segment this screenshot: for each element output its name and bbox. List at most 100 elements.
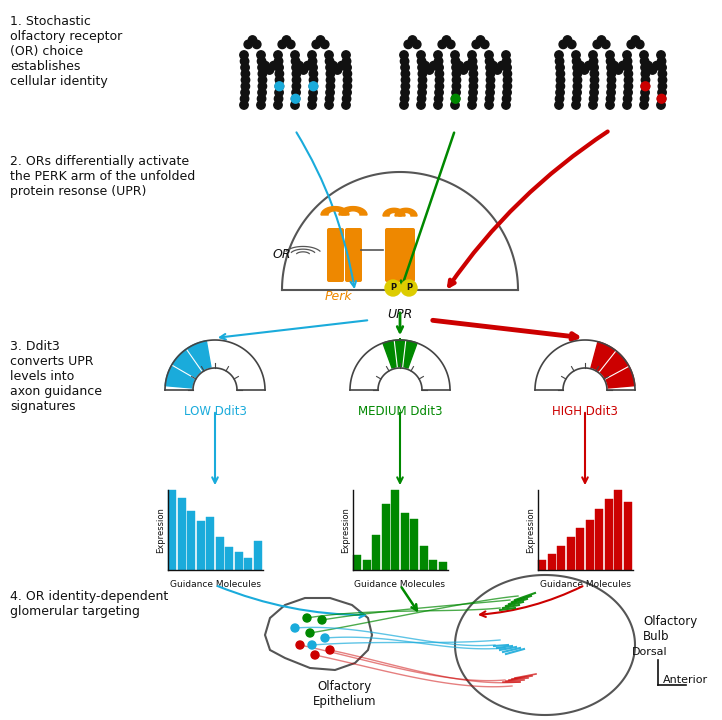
- Circle shape: [418, 82, 427, 91]
- Circle shape: [451, 94, 460, 103]
- Polygon shape: [535, 340, 635, 390]
- Circle shape: [590, 82, 599, 91]
- Circle shape: [265, 66, 274, 74]
- Polygon shape: [165, 340, 265, 390]
- Circle shape: [658, 76, 666, 84]
- Circle shape: [292, 89, 300, 96]
- Circle shape: [469, 57, 477, 66]
- Bar: [586, 520, 593, 570]
- Circle shape: [241, 63, 249, 72]
- Circle shape: [418, 76, 427, 84]
- Polygon shape: [378, 368, 422, 390]
- Circle shape: [303, 61, 312, 70]
- Circle shape: [610, 61, 619, 70]
- Circle shape: [601, 40, 610, 48]
- Circle shape: [417, 101, 425, 109]
- Circle shape: [309, 70, 318, 78]
- Circle shape: [430, 61, 438, 70]
- Circle shape: [291, 94, 300, 103]
- Circle shape: [556, 89, 565, 96]
- Circle shape: [451, 101, 459, 109]
- Circle shape: [497, 61, 506, 70]
- FancyBboxPatch shape: [345, 228, 362, 282]
- Circle shape: [657, 94, 666, 103]
- Circle shape: [275, 89, 283, 96]
- Polygon shape: [395, 208, 417, 216]
- Circle shape: [435, 76, 444, 84]
- Circle shape: [502, 51, 510, 59]
- Circle shape: [589, 101, 597, 109]
- Circle shape: [291, 51, 299, 59]
- Circle shape: [258, 70, 266, 78]
- Circle shape: [343, 70, 352, 78]
- Circle shape: [258, 89, 266, 96]
- Circle shape: [274, 101, 282, 109]
- Circle shape: [257, 57, 266, 66]
- Circle shape: [503, 70, 512, 78]
- Bar: [605, 499, 613, 570]
- Bar: [410, 519, 418, 570]
- Circle shape: [648, 66, 657, 74]
- Circle shape: [291, 101, 299, 109]
- Circle shape: [274, 57, 283, 66]
- Circle shape: [641, 82, 650, 91]
- Circle shape: [503, 57, 510, 66]
- Circle shape: [607, 89, 615, 96]
- Circle shape: [503, 89, 511, 96]
- Circle shape: [563, 36, 572, 44]
- Circle shape: [343, 63, 352, 72]
- Text: UPR: UPR: [388, 308, 413, 321]
- Circle shape: [468, 101, 477, 109]
- Text: Guidance Molecules: Guidance Molecules: [539, 580, 630, 589]
- Bar: [168, 490, 176, 570]
- Circle shape: [326, 646, 334, 654]
- Circle shape: [342, 101, 350, 109]
- Circle shape: [417, 51, 425, 59]
- Bar: [391, 490, 399, 570]
- Circle shape: [555, 57, 564, 66]
- Circle shape: [275, 63, 283, 72]
- Circle shape: [292, 57, 300, 66]
- Circle shape: [400, 51, 408, 59]
- Circle shape: [409, 36, 417, 44]
- Circle shape: [556, 63, 565, 72]
- Circle shape: [446, 40, 455, 48]
- Circle shape: [484, 51, 493, 59]
- Circle shape: [658, 82, 666, 91]
- Circle shape: [607, 70, 616, 78]
- Circle shape: [635, 40, 644, 48]
- Circle shape: [240, 101, 248, 109]
- Circle shape: [326, 82, 334, 91]
- Bar: [596, 509, 603, 570]
- Circle shape: [468, 51, 477, 59]
- Polygon shape: [321, 207, 349, 215]
- Circle shape: [275, 82, 284, 91]
- Circle shape: [326, 57, 334, 66]
- FancyBboxPatch shape: [327, 228, 344, 282]
- Bar: [225, 547, 233, 570]
- Circle shape: [417, 57, 426, 66]
- Text: 1. Stochastic
olfactory receptor
(OR) choice
establishes
cellular identity: 1. Stochastic olfactory receptor (OR) ch…: [10, 15, 122, 88]
- Circle shape: [451, 57, 460, 66]
- Polygon shape: [585, 342, 635, 390]
- Circle shape: [572, 51, 580, 59]
- Circle shape: [303, 614, 311, 622]
- Circle shape: [487, 76, 495, 84]
- Circle shape: [559, 40, 567, 48]
- Circle shape: [486, 70, 495, 78]
- Circle shape: [641, 63, 649, 72]
- Circle shape: [451, 94, 460, 103]
- Circle shape: [400, 101, 408, 109]
- Circle shape: [606, 57, 614, 66]
- Circle shape: [554, 51, 563, 59]
- Polygon shape: [455, 575, 635, 715]
- Circle shape: [308, 51, 316, 59]
- Circle shape: [591, 76, 599, 84]
- Circle shape: [295, 61, 303, 70]
- Circle shape: [486, 63, 495, 72]
- Circle shape: [282, 36, 291, 44]
- Circle shape: [312, 40, 321, 48]
- Circle shape: [452, 82, 461, 91]
- Text: Guidance Molecules: Guidance Molecules: [355, 580, 445, 589]
- Bar: [548, 554, 556, 570]
